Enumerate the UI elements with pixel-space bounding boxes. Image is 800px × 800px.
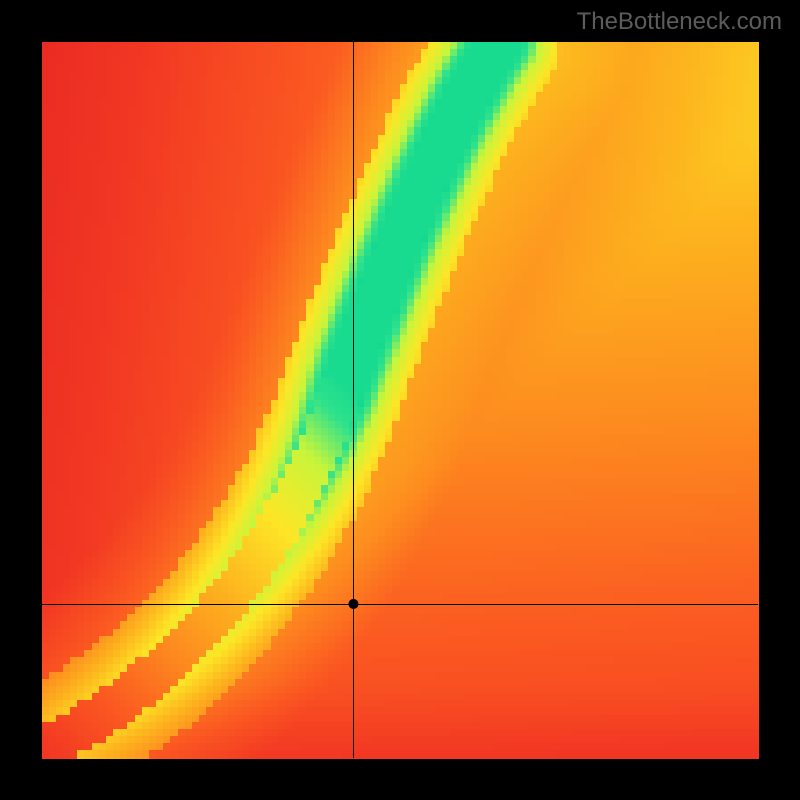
chart-container: { "type": "heatmap", "watermark": { "tex… — [0, 0, 800, 800]
watermark-text: TheBottleneck.com — [577, 8, 782, 36]
bottleneck-heatmap — [0, 0, 800, 800]
